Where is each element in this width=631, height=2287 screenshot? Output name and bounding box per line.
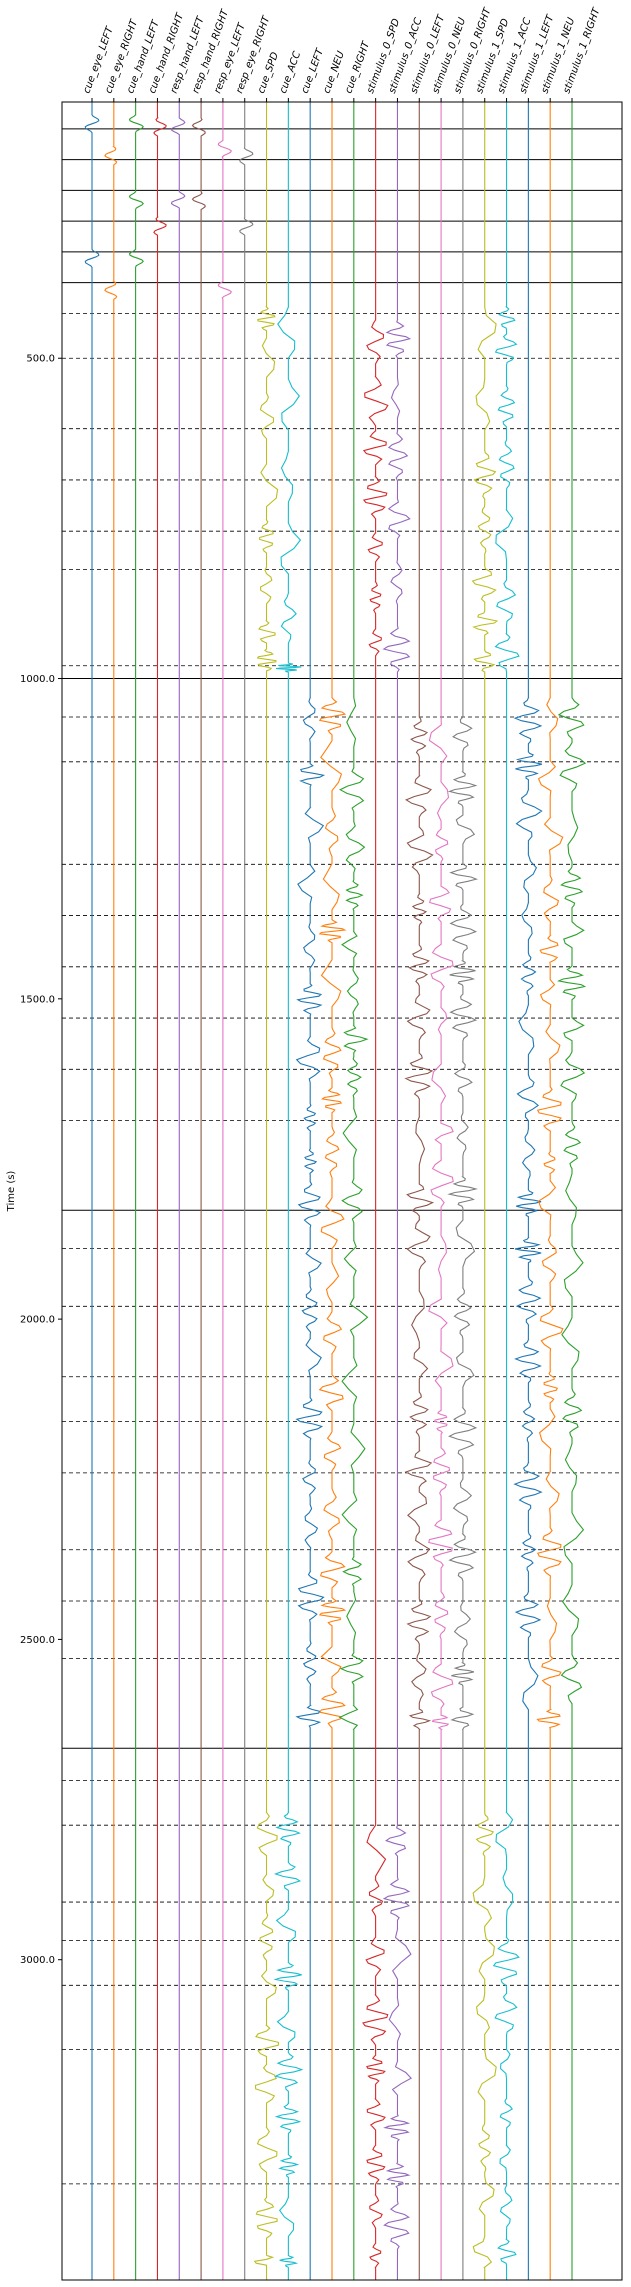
channel-label: cue_ACC bbox=[278, 50, 303, 95]
trace-stimulus_0_SPD bbox=[362, 102, 389, 2280]
trace-cue_hand_LEFT bbox=[128, 102, 144, 2281]
trace-cue_eye_RIGHT bbox=[104, 102, 118, 2281]
y-axis-ticks: 500.0 1000.0 1500.0 2000.0 2500.0 3000.0 bbox=[20, 354, 62, 1966]
trace-cue_LEFT bbox=[295, 102, 326, 2280]
trace-resp_hand_LEFT bbox=[170, 102, 186, 2281]
trace-stimulus_0_ACC bbox=[382, 102, 412, 2280]
trace-cue_hand_RIGHT bbox=[153, 102, 167, 2281]
trace-stimulus_0_NEU bbox=[428, 102, 454, 2280]
y-tick-label: 1000.0 bbox=[20, 674, 55, 685]
trace-cue_ACC bbox=[273, 102, 304, 2280]
epoch-separator-lines bbox=[62, 128, 622, 2185]
trace-stimulus_1_RIGHT bbox=[556, 102, 587, 2280]
trace-stimulus_1_ACC bbox=[492, 102, 520, 2280]
trace-cue_NEU bbox=[318, 102, 347, 2280]
channel-label: cue_SPD bbox=[256, 51, 281, 96]
y-tick-label: 500.0 bbox=[26, 354, 55, 365]
event-traces bbox=[84, 102, 587, 2281]
channel-label: cue_NEU bbox=[321, 49, 347, 95]
trace-stimulus_0_LEFT bbox=[404, 102, 435, 2280]
y-tick-label: 2000.0 bbox=[20, 1315, 55, 1326]
trace-cue_SPD bbox=[253, 102, 280, 2280]
axes-frame bbox=[61, 101, 623, 2281]
trace-stimulus_1_NEU bbox=[536, 102, 564, 2280]
trace-resp_eye_LEFT bbox=[217, 102, 233, 2281]
y-tick-label: 1500.0 bbox=[20, 994, 55, 1005]
y-tick-label: 3000.0 bbox=[20, 1955, 55, 1966]
channel-labels: cue_eye_LEFTcue_eye_RIGHTcue_hand_LEFTcu… bbox=[81, 6, 603, 102]
y-tick-label: 2500.0 bbox=[20, 1635, 55, 1646]
trace-resp_eye_RIGHT bbox=[239, 102, 254, 2281]
trace-cue_eye_LEFT bbox=[84, 102, 100, 2280]
plot-frame bbox=[61, 101, 623, 2281]
trace-stimulus_0_RIGHT bbox=[447, 102, 479, 2280]
trace-stimulus_1_SPD bbox=[471, 102, 499, 2280]
trace-stimulus_1_LEFT bbox=[513, 102, 543, 2280]
trace-resp_hand_RIGHT bbox=[191, 102, 206, 2281]
trace-cue_RIGHT bbox=[338, 102, 369, 2280]
y-axis-title: Time (s) bbox=[6, 1171, 17, 1213]
